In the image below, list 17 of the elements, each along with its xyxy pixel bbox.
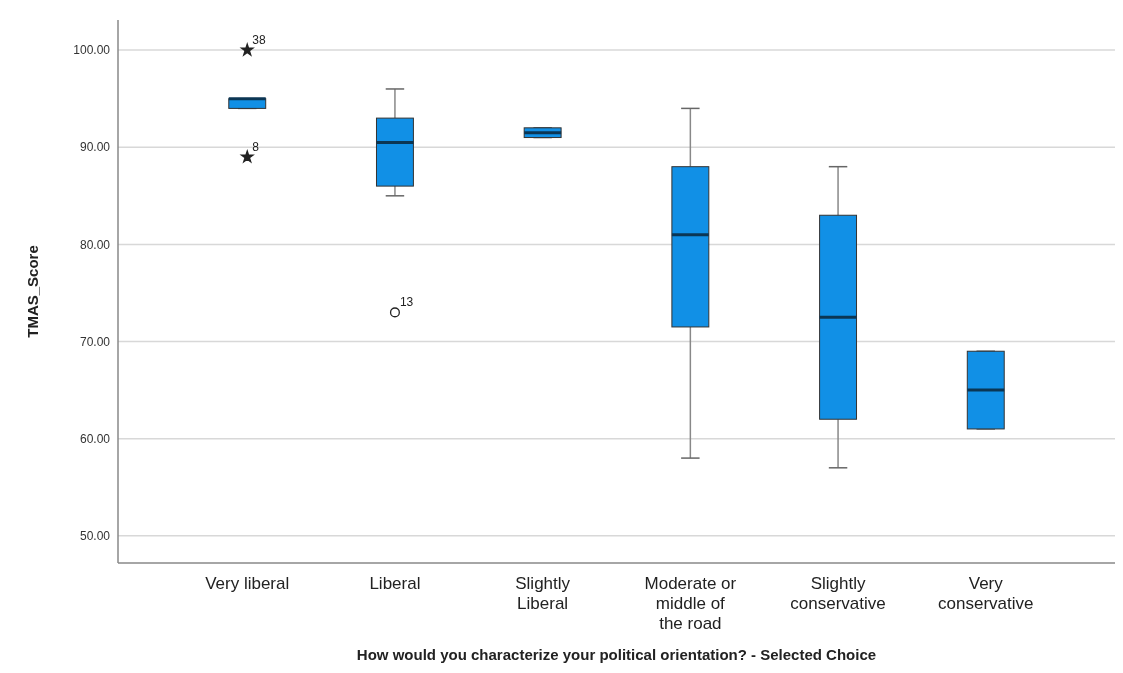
y-tick-label: 100.00	[73, 43, 111, 58]
x-tick-label: Very conservative	[938, 574, 1034, 613]
x-tick-label: Moderate or middle of the road	[644, 574, 737, 633]
x-tick-label: Very liberal	[205, 574, 290, 593]
x-axis-title: How would you characterize your political orientation? - Selected Choice	[356, 646, 877, 663]
y-tick-label: 80.00	[79, 237, 111, 252]
y-tick-label: 50.00	[79, 529, 111, 543]
annotation: 38	[252, 33, 266, 48]
x-tick-label: Slightly conservative	[790, 574, 886, 613]
x-tick-label: Slightly Liberal	[515, 574, 571, 613]
y-tick-label: 90.00	[79, 140, 111, 155]
annotation: 13	[399, 295, 414, 310]
y-tick-label: 60.00	[79, 431, 111, 446]
x-tick-label: Liberal	[369, 574, 421, 593]
y-tick-label: 70.00	[79, 334, 111, 349]
annotation: 8	[252, 139, 260, 154]
y-axis-title: TMAS_Score	[24, 245, 41, 338]
